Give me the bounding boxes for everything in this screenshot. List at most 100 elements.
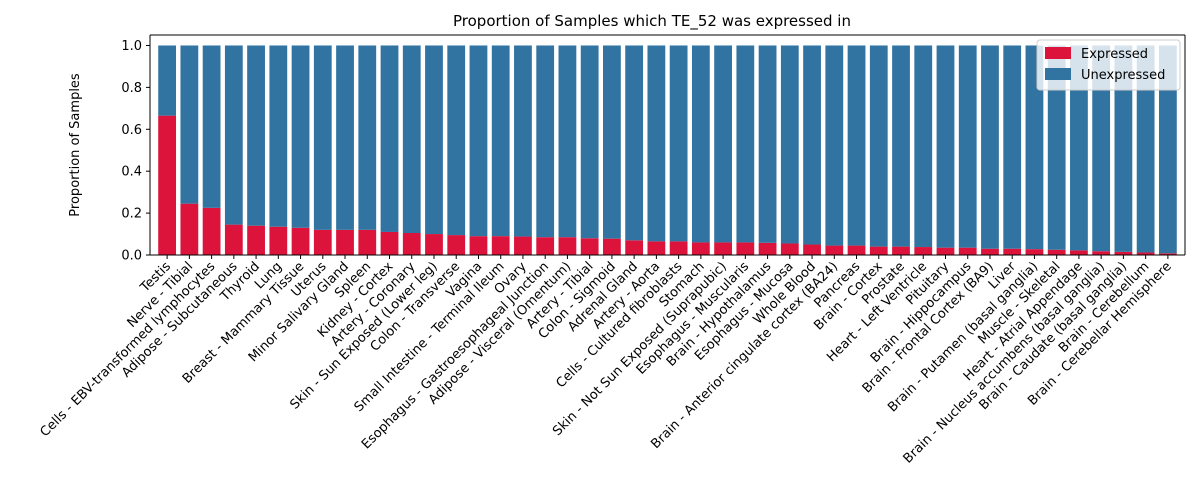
bar-expressed-43 (1114, 251, 1133, 255)
bar-expressed-28 (780, 243, 799, 255)
bar-unexpressed-28 (780, 45, 799, 244)
legend-label-expressed: Expressed (1081, 47, 1148, 62)
chart-title: Proportion of Samples which TE_52 was ex… (453, 12, 851, 31)
bar-expressed-7 (313, 229, 332, 255)
bar-unexpressed-10 (380, 45, 399, 232)
bar-expressed-39 (1025, 249, 1044, 255)
bar-unexpressed-12 (425, 45, 443, 235)
bars-group (158, 45, 1177, 256)
bar-unexpressed-14 (469, 45, 488, 237)
bar-expressed-1 (180, 203, 199, 255)
bar-unexpressed-30 (825, 45, 844, 246)
bar-unexpressed-32 (869, 45, 888, 247)
bar-unexpressed-21 (625, 45, 644, 241)
bar-expressed-0 (158, 115, 177, 256)
bar-expressed-44 (1136, 252, 1155, 255)
bar-unexpressed-35 (936, 45, 955, 248)
bar-unexpressed-13 (447, 45, 466, 236)
y-tick-label-0: 0.0 (121, 249, 142, 264)
bar-expressed-23 (669, 241, 688, 255)
x-tick-label-2: Cells - EBV-transformed lymphocytes (38, 259, 219, 440)
y-tick-label-5: 1.0 (121, 39, 142, 54)
bar-unexpressed-18 (558, 45, 577, 238)
bar-expressed-14 (469, 236, 488, 255)
bar-expressed-13 (447, 235, 466, 255)
bar-unexpressed-2 (202, 45, 221, 208)
bar-expressed-11 (402, 233, 421, 255)
bar-unexpressed-26 (736, 45, 755, 243)
bar-expressed-45 (1158, 253, 1177, 255)
bar-expressed-32 (869, 246, 888, 255)
bar-expressed-20 (603, 238, 621, 255)
bar-unexpressed-23 (669, 45, 688, 242)
bar-expressed-19 (580, 238, 599, 255)
legend-frame (1036, 39, 1181, 91)
bar-unexpressed-38 (1003, 45, 1022, 249)
bar-expressed-21 (625, 240, 644, 255)
bar-expressed-5 (269, 226, 288, 255)
bar-unexpressed-45 (1158, 45, 1177, 254)
bar-expressed-26 (736, 242, 755, 255)
bar-unexpressed-34 (914, 45, 933, 248)
legend-swatch-expressed (1045, 47, 1071, 59)
bar-expressed-25 (714, 242, 732, 255)
bar-unexpressed-20 (603, 45, 621, 239)
bar-expressed-12 (425, 234, 443, 255)
bar-expressed-17 (536, 237, 555, 255)
bar-unexpressed-19 (580, 45, 599, 239)
bar-expressed-27 (758, 242, 777, 255)
legend-swatch-unexpressed (1045, 68, 1071, 80)
bar-expressed-3 (224, 224, 243, 255)
bar-unexpressed-25 (714, 45, 732, 243)
bar-unexpressed-44 (1136, 45, 1155, 253)
bar-expressed-38 (1003, 248, 1022, 255)
bar-expressed-18 (558, 237, 577, 255)
bar-unexpressed-41 (1070, 45, 1088, 251)
legend-label-unexpressed: Unexpressed (1081, 68, 1165, 83)
bar-unexpressed-36 (958, 45, 977, 248)
bar-expressed-2 (202, 207, 221, 255)
bar-unexpressed-16 (514, 45, 532, 237)
bar-unexpressed-8 (336, 45, 354, 230)
bar-unexpressed-43 (1114, 45, 1133, 252)
bar-expressed-10 (380, 231, 399, 255)
bar-expressed-29 (803, 244, 821, 255)
bar-expressed-37 (981, 248, 999, 255)
bar-expressed-30 (825, 245, 844, 255)
bar-expressed-15 (491, 236, 510, 255)
bar-unexpressed-4 (247, 45, 265, 226)
bar-unexpressed-7 (313, 45, 332, 230)
bar-unexpressed-3 (224, 45, 243, 225)
bar-unexpressed-42 (1092, 45, 1111, 252)
bar-unexpressed-17 (536, 45, 555, 238)
bar-unexpressed-31 (847, 45, 866, 246)
bar-unexpressed-39 (1025, 45, 1044, 250)
bar-unexpressed-9 (358, 45, 377, 230)
bar-expressed-41 (1070, 250, 1088, 255)
bar-unexpressed-1 (180, 45, 199, 204)
bar-unexpressed-0 (158, 45, 177, 116)
bar-unexpressed-15 (491, 45, 510, 237)
bar-unexpressed-29 (803, 45, 821, 245)
bar-expressed-9 (358, 229, 377, 255)
bar-expressed-36 (958, 247, 977, 255)
y-tick-label-1: 0.2 (121, 207, 142, 222)
bar-expressed-40 (1047, 249, 1066, 255)
bar-expressed-16 (514, 236, 532, 255)
bar-expressed-33 (892, 246, 910, 255)
bar-unexpressed-11 (402, 45, 421, 233)
bar-unexpressed-24 (691, 45, 710, 243)
bar-unexpressed-5 (269, 45, 288, 227)
bar-unexpressed-6 (291, 45, 310, 228)
bar-expressed-22 (647, 241, 666, 255)
legend: Expressed Unexpressed (1036, 39, 1181, 91)
bar-unexpressed-33 (892, 45, 910, 247)
y-tick-label-3: 0.6 (121, 123, 142, 138)
bar-expressed-42 (1092, 251, 1111, 255)
y-tick-label-4: 0.8 (121, 81, 142, 96)
y-ticks-group: 0.0 0.2 0.4 0.6 0.8 1.0 (121, 39, 150, 264)
y-axis-label: Proportion of Samples (68, 73, 83, 217)
